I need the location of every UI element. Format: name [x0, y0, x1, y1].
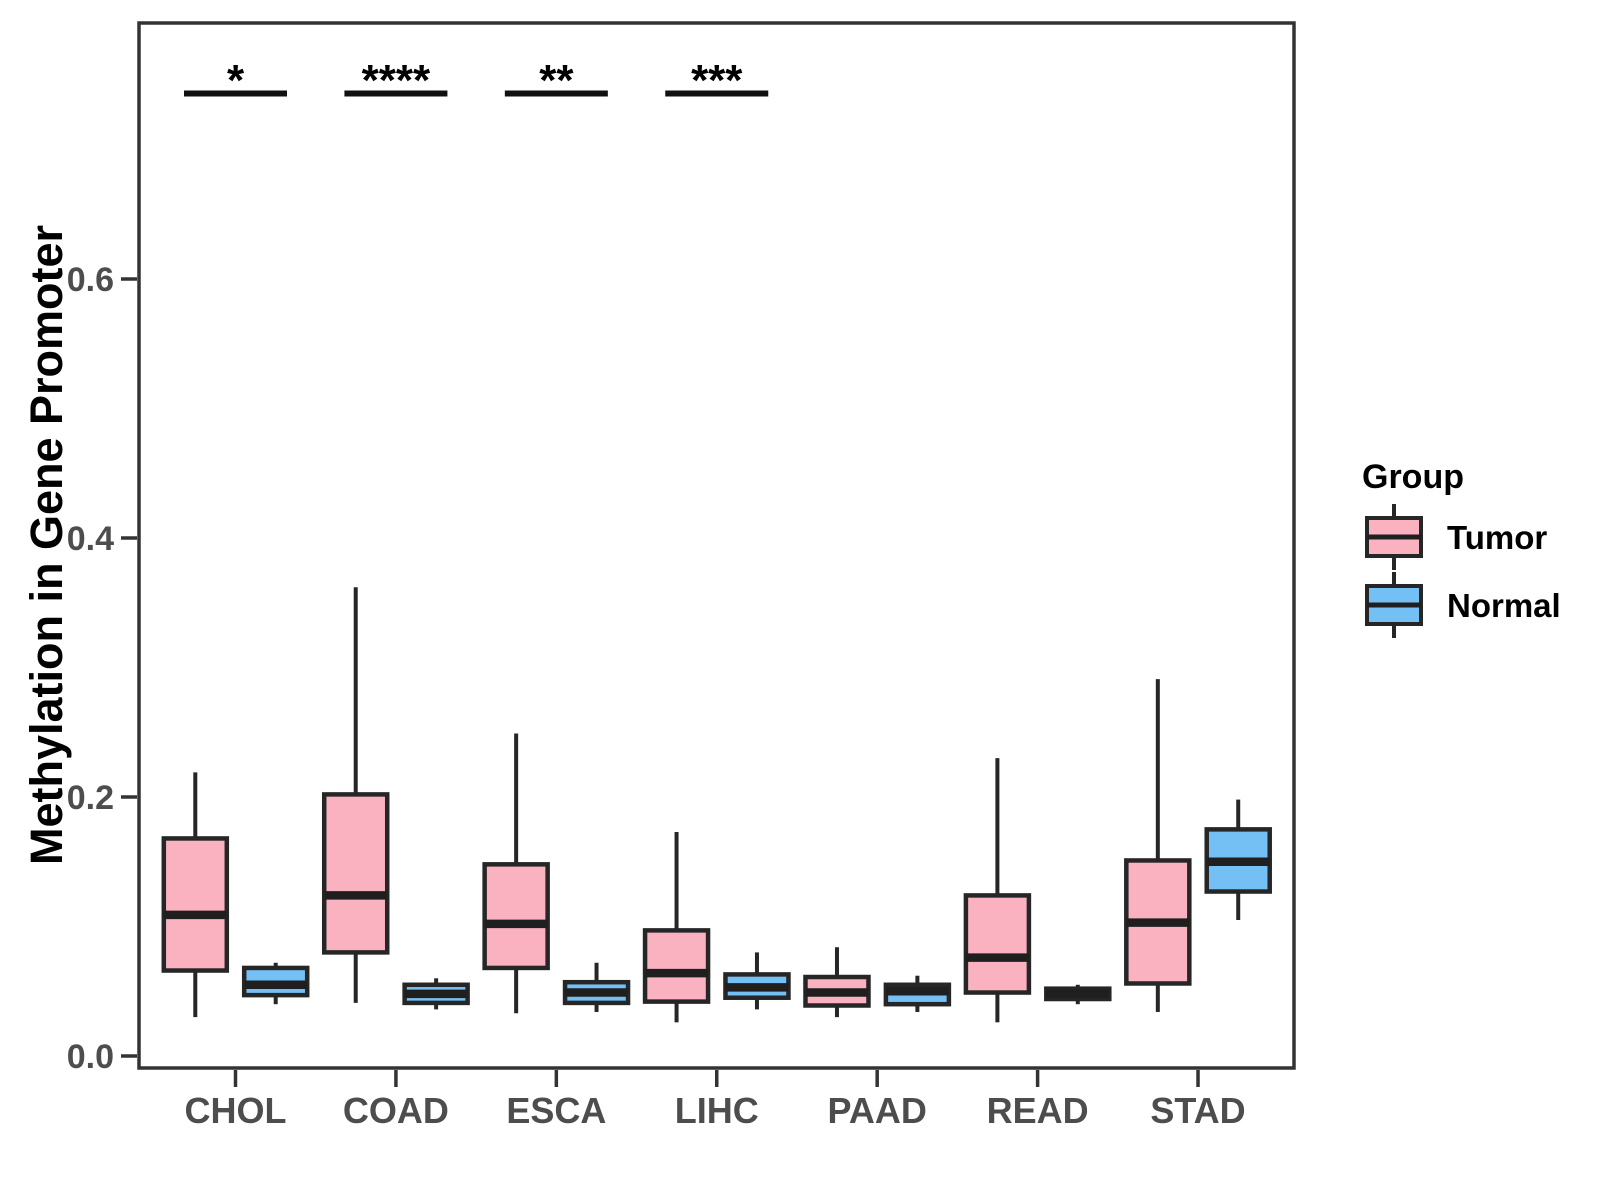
x-tick-label-stad: STAD — [1150, 1090, 1245, 1131]
box-tumor-lihc — [642, 831, 711, 1023]
box-normal-stad — [1204, 799, 1272, 921]
x-tick-label-chol: CHOL — [185, 1090, 287, 1131]
iqr-box — [321, 792, 390, 955]
x-tick-label-lihc: LIHC — [675, 1090, 759, 1131]
significance-label-lihc: *** — [691, 56, 743, 105]
box-tumor-paad — [803, 947, 871, 1018]
box-normal-coad — [402, 978, 470, 1010]
y-axis-title: Methylation in Gene Promoter — [21, 225, 72, 865]
box-normal-read — [1044, 984, 1112, 1005]
iqr-box — [161, 836, 230, 973]
y-tick-label: 0.2 — [67, 779, 114, 817]
iqr-box — [963, 893, 1032, 995]
box-tumor-read — [963, 758, 1032, 1023]
box-normal-paad — [883, 975, 952, 1012]
box-tumor-chol — [161, 772, 230, 1018]
significance-label-chol: * — [227, 56, 245, 105]
legend-title: Group — [1362, 458, 1464, 496]
plot-panel — [137, 21, 1296, 1070]
box-normal-chol — [241, 962, 310, 1005]
legend: Group Tumor Normal — [1362, 458, 1561, 638]
iqr-box — [482, 862, 550, 971]
y-tick-label: 0.0 — [67, 1038, 114, 1076]
box-tumor-coad — [321, 587, 390, 1003]
x-tick-label-esca: ESCA — [506, 1090, 606, 1131]
significance-label-coad: **** — [362, 56, 431, 105]
y-tick-label: 0.4 — [67, 520, 114, 558]
x-tick-label-paad: PAAD — [828, 1090, 927, 1131]
box-normal-lihc — [723, 952, 791, 1010]
legend-entry-tumor: Tumor — [1365, 504, 1547, 570]
legend-label: Tumor — [1447, 519, 1547, 556]
box-tumor-stad — [1124, 679, 1192, 1012]
x-tick-label-read: READ — [987, 1090, 1089, 1131]
iqr-box — [642, 928, 711, 1004]
box-tumor-esca — [482, 733, 550, 1014]
legend-entry-normal: Normal — [1365, 572, 1561, 638]
x-tick-label-coad: COAD — [343, 1090, 449, 1131]
significance-label-esca: ** — [539, 56, 574, 105]
y-tick-label: 0.6 — [67, 261, 114, 299]
box-normal-esca — [562, 962, 631, 1012]
legend-label: Normal — [1447, 587, 1561, 624]
